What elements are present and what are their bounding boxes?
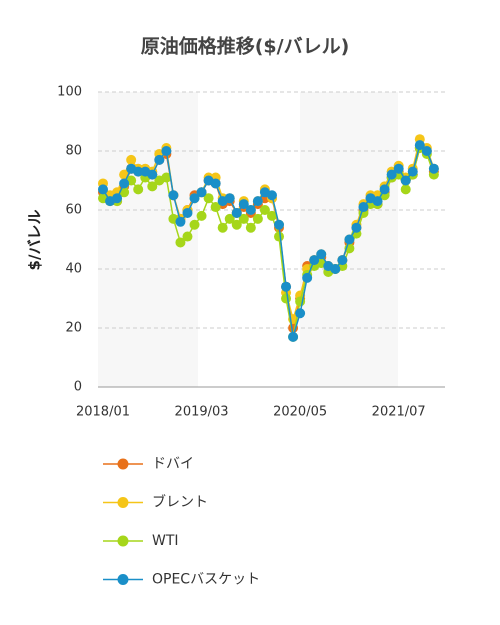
point (400, 184, 411, 195)
point (217, 222, 228, 233)
legend-label: ブレント (152, 494, 208, 511)
point (126, 154, 137, 165)
point (358, 202, 369, 213)
point (351, 222, 362, 233)
point (196, 187, 207, 198)
point (372, 196, 383, 207)
point (421, 146, 432, 156)
x-tick-label: 2020/05 (273, 405, 327, 420)
point (252, 196, 263, 207)
x-tick-label: 2019/03 (175, 405, 229, 420)
point (281, 293, 292, 304)
point (252, 213, 263, 224)
point (168, 190, 179, 201)
point (337, 255, 348, 266)
point (238, 213, 249, 224)
y-axis-label: $/バレル (26, 210, 44, 271)
point (147, 169, 158, 180)
point (274, 219, 284, 230)
point (231, 219, 242, 230)
point (119, 178, 130, 189)
point (189, 219, 200, 230)
point (344, 234, 355, 245)
legend-marker (117, 535, 129, 547)
point (295, 308, 306, 319)
point (316, 249, 327, 260)
point (407, 166, 418, 177)
point (98, 184, 108, 195)
point (386, 169, 397, 180)
y-tick-label: 80 (65, 144, 82, 159)
x-tick-label: 2018/01 (76, 405, 130, 420)
point (400, 175, 411, 186)
legend-label: OPECバスケット (152, 572, 260, 588)
point (224, 193, 235, 204)
point (302, 272, 313, 283)
point (288, 331, 299, 342)
chart-title: 原油価格推移($/バレル) (141, 35, 350, 58)
point (210, 178, 221, 189)
point (182, 207, 193, 218)
point (414, 140, 425, 151)
y-tick-label: 40 (65, 262, 82, 277)
point (274, 231, 284, 242)
x-tick-label: 2021/07 (372, 405, 426, 420)
point (210, 202, 221, 213)
point (259, 205, 270, 215)
legend-label: ドバイ (152, 456, 194, 472)
y-tick-label: 0 (74, 380, 82, 395)
point (238, 199, 249, 210)
point (203, 193, 214, 204)
point (133, 166, 144, 177)
point (147, 181, 158, 192)
point (245, 205, 256, 215)
y-tick-label: 60 (65, 203, 82, 218)
point (281, 281, 292, 292)
point (161, 172, 172, 183)
point (112, 193, 123, 204)
point (309, 255, 320, 266)
point (393, 163, 404, 174)
legend-label: WTI (152, 533, 179, 549)
legend-marker (117, 497, 129, 508)
legend-marker (117, 458, 129, 470)
point (154, 154, 165, 165)
point (133, 184, 144, 195)
point (182, 231, 193, 242)
point (266, 190, 277, 201)
y-tick-label: 100 (57, 85, 82, 100)
point (428, 163, 439, 174)
point (224, 213, 235, 224)
point (196, 210, 207, 221)
legend-marker (117, 574, 129, 585)
point (175, 216, 186, 227)
y-tick-label: 20 (65, 321, 82, 336)
point (189, 193, 200, 204)
point (379, 184, 390, 195)
point (330, 264, 341, 274)
point (231, 207, 242, 218)
point (161, 146, 172, 156)
point (245, 222, 256, 233)
point (175, 237, 186, 248)
point (266, 210, 277, 221)
